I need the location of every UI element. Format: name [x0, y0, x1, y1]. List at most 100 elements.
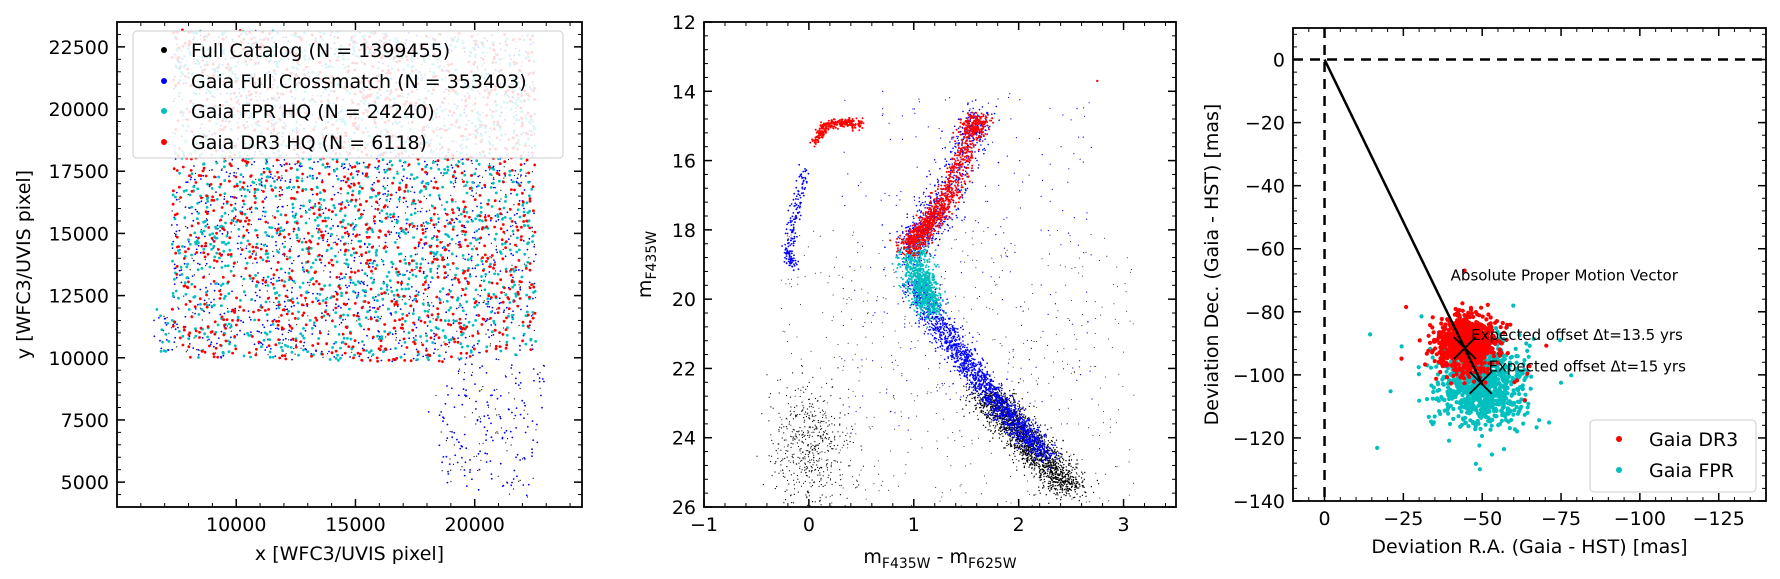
scatter-point: [470, 255, 473, 258]
scatter-point: [304, 329, 307, 332]
scatter-point: [506, 211, 509, 214]
scatter-point: [197, 212, 201, 215]
scatter-point: [206, 182, 209, 186]
scatter-point: [476, 253, 479, 256]
scatter-point: [362, 161, 365, 164]
scatter-point: [262, 338, 266, 342]
scatter-point: [351, 193, 354, 197]
scatter-point: [485, 372, 488, 374]
scatter-point: [324, 319, 327, 322]
scatter-point: [480, 259, 484, 263]
scatter-point: [311, 261, 315, 265]
scatter-point: [275, 244, 277, 247]
scatter-point: [266, 275, 270, 279]
scatter-point: [531, 348, 534, 351]
scatter-point: [412, 236, 415, 239]
scatter-point: [213, 235, 217, 239]
scatter-point: [481, 389, 483, 391]
scatter-point: [353, 256, 356, 259]
scatter-point: [460, 294, 463, 297]
scatter-point: [322, 188, 326, 192]
scatter-point: [461, 254, 465, 257]
scatter-point: [433, 177, 436, 180]
scatter-point: [523, 189, 526, 191]
scatter-point: [189, 169, 193, 172]
scatter-point: [453, 340, 457, 344]
scatter-point: [311, 333, 314, 335]
scatter-point: [487, 329, 489, 331]
scatter-point: [485, 333, 487, 335]
scatter-point: [190, 189, 194, 193]
scatter-point: [515, 225, 519, 229]
scatter-point: [448, 346, 450, 348]
scatter-point: [395, 288, 399, 292]
scatter-point: [272, 286, 276, 290]
scatter-point: [252, 310, 255, 314]
scatter-point: [469, 471, 471, 473]
scatter-point: [221, 275, 225, 279]
scatter-point: [213, 320, 217, 324]
scatter-point: [255, 252, 257, 254]
scatter-point: [451, 228, 455, 231]
scatter-point: [299, 238, 301, 240]
scatter-point: [526, 324, 530, 328]
scatter-point: [484, 320, 487, 323]
scatter-point: [425, 347, 428, 350]
scatter-point: [476, 455, 478, 457]
scatter-point: [288, 324, 292, 328]
scatter-point: [346, 230, 349, 233]
scatter-point: [381, 259, 385, 263]
scatter-point: [205, 305, 209, 309]
scatter-point: [451, 211, 455, 215]
scatter-point: [399, 308, 402, 310]
scatter-point: [419, 238, 423, 242]
scatter-point: [416, 253, 418, 255]
scatter-point: [442, 301, 445, 303]
scatter-point: [311, 193, 314, 196]
scatter-point: [383, 187, 387, 190]
scatter-point: [219, 313, 222, 316]
scatter-point: [233, 335, 237, 338]
scatter-point: [488, 305, 491, 308]
scatter-point: [403, 160, 407, 164]
scatter-point: [424, 259, 427, 261]
scatter-point: [296, 163, 298, 165]
scatter-point: [480, 275, 483, 278]
scatter-point: [473, 455, 475, 458]
scatter-point: [411, 328, 415, 332]
scatter-point: [197, 353, 200, 356]
scatter-point: [514, 265, 518, 269]
scatter-point: [175, 191, 178, 194]
scatter-point: [523, 409, 525, 411]
scatter-point: [247, 231, 250, 234]
scatter-point: [379, 287, 383, 290]
scatter-point: [186, 181, 189, 184]
scatter-point: [204, 174, 208, 178]
scatter-point: [483, 300, 485, 302]
scatter-point: [202, 174, 205, 177]
scatter-point: [363, 300, 367, 303]
scatter-point: [482, 279, 486, 283]
scatter-point: [512, 488, 515, 490]
scatter-point: [394, 332, 397, 335]
scatter-point: [405, 256, 407, 258]
scatter-point: [403, 258, 407, 262]
scatter-point: [342, 313, 345, 317]
scatter-point: [288, 319, 290, 321]
scatter-point: [423, 160, 426, 163]
scatter-point: [429, 270, 433, 273]
scatter-point: [445, 200, 449, 204]
scatter-point: [386, 163, 389, 166]
scatter-point: [354, 283, 357, 287]
scatter-point: [508, 493, 511, 495]
scatter-point: [261, 282, 264, 285]
scatter-point: [466, 258, 470, 262]
scatter-point: [339, 187, 343, 191]
scatter-point: [512, 299, 516, 303]
scatter-point: [365, 230, 369, 234]
scatter-point: [453, 170, 457, 174]
scatter-point: [373, 181, 375, 184]
scatter-point: [258, 296, 261, 299]
scatter-point: [313, 204, 317, 208]
scatter-point: [288, 256, 292, 259]
